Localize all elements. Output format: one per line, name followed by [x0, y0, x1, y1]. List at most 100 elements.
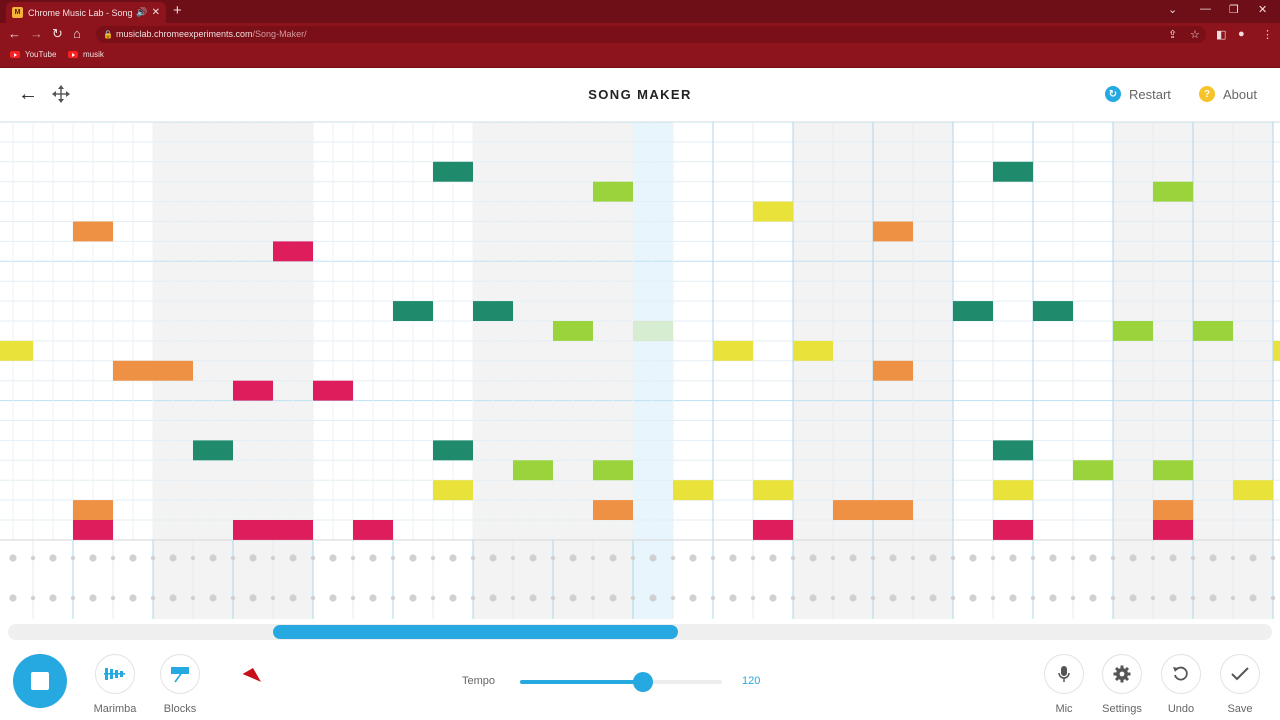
percussion-dot — [950, 555, 956, 561]
note-block — [233, 520, 273, 540]
bookmark-youtube[interactable]: YouTube — [10, 50, 56, 59]
percussion-dot — [230, 555, 236, 561]
percussion-dot — [609, 554, 617, 562]
percussion-dot — [70, 595, 76, 601]
note-block — [353, 520, 393, 540]
url-field[interactable]: 🔒 musiclab.chromeexperiments.com/Song-Ma… — [96, 26, 1206, 43]
percussion-dot — [910, 555, 916, 561]
note-block — [73, 221, 113, 242]
tempo-slider[interactable] — [520, 672, 722, 692]
bookmark-musik[interactable]: musik — [68, 50, 104, 59]
tempo-slider-knob[interactable] — [633, 672, 654, 692]
url-host: musiclab.chromeexperiments.com — [116, 29, 253, 39]
percussion-dot — [1190, 595, 1196, 601]
maximize-icon[interactable]: ❐ — [1229, 4, 1239, 16]
youtube-icon — [68, 51, 78, 58]
play-stop-button[interactable] — [13, 654, 67, 708]
percussion-dot — [1129, 594, 1137, 602]
note-block — [993, 480, 1033, 501]
percussion-dot — [649, 594, 657, 602]
percussion-dot — [550, 595, 556, 601]
percussion-circle — [160, 654, 200, 694]
note-block — [953, 301, 993, 321]
percussion-dot — [510, 555, 516, 561]
tempo-label: Tempo — [462, 675, 496, 687]
percussion-dot — [710, 595, 716, 601]
reload-icon[interactable]: ↻ — [52, 26, 63, 41]
percussion-dot — [990, 595, 996, 601]
restart-button[interactable]: ↻ Restart — [1105, 86, 1171, 102]
percussion-dot — [1270, 555, 1276, 561]
move-icon[interactable] — [52, 85, 70, 103]
percussion-dot — [529, 554, 537, 562]
percussion-button[interactable]: Blocks — [159, 654, 201, 715]
note-block — [793, 340, 833, 361]
percussion-dot — [430, 595, 436, 601]
note-block — [593, 500, 633, 520]
share-icon[interactable]: ⇪ — [1168, 29, 1178, 41]
note-block — [993, 161, 1033, 182]
note-grid[interactable] — [0, 122, 1280, 619]
star-icon[interactable]: ☆ — [1190, 29, 1200, 41]
note-block — [1153, 500, 1193, 520]
percussion-dot — [790, 595, 796, 601]
instrument-button[interactable]: Marimba — [94, 654, 136, 715]
address-bar-row: ← → ↻ ⌂ 🔒 musiclab.chromeexperiments.com… — [0, 23, 1280, 46]
side-panel-icon[interactable]: ◧ — [1216, 29, 1227, 41]
percussion-dot — [1110, 595, 1116, 601]
gear-icon — [1113, 665, 1131, 683]
tempo-slider-fill — [520, 680, 644, 684]
percussion-dot — [590, 555, 596, 561]
about-button[interactable]: ? About — [1199, 86, 1257, 102]
bottom-toolbar: Marimba Blocks Tempo 120 Mic — [0, 646, 1280, 720]
close-icon[interactable]: ✕ — [151, 7, 160, 18]
settings-button[interactable]: Settings — [1101, 654, 1143, 715]
note-block — [73, 500, 113, 520]
percussion-dot — [30, 555, 36, 561]
timeline-scrollbar[interactable] — [8, 624, 1272, 640]
percussion-dot — [470, 555, 476, 561]
note-block — [873, 500, 913, 520]
percussion-dot — [1249, 554, 1257, 562]
percussion-dot — [969, 554, 977, 562]
note-block — [193, 440, 233, 461]
percussion-dot — [209, 594, 217, 602]
timeline-scroll-thumb[interactable] — [273, 625, 678, 639]
percussion-dot — [390, 595, 396, 601]
percussion-dot — [1209, 594, 1217, 602]
question-icon: ? — [1199, 86, 1215, 102]
back-arrow-icon[interactable]: ← — [18, 83, 38, 105]
forward-icon[interactable]: → — [30, 26, 43, 41]
profile-avatar-icon[interactable]: ● — [1238, 28, 1245, 40]
percussion-dot — [830, 555, 836, 561]
percussion-dot — [430, 555, 436, 561]
window-close-icon[interactable]: ✕ — [1258, 4, 1268, 16]
percussion-dot — [630, 595, 636, 601]
home-icon[interactable]: ⌂ — [73, 26, 81, 41]
save-button[interactable]: Save — [1219, 654, 1261, 715]
mic-button[interactable]: Mic — [1043, 654, 1085, 715]
percussion-dot — [129, 594, 137, 602]
note-block — [1153, 181, 1193, 202]
percussion-dot — [409, 554, 417, 562]
percussion-dot — [409, 594, 417, 602]
percussion-dot — [1230, 595, 1236, 601]
menu-kebab-icon[interactable]: ⋮ — [1262, 29, 1273, 41]
speaker-icon[interactable]: 🔊 — [136, 7, 148, 17]
checkmark-icon — [1231, 667, 1249, 681]
mic-circle — [1044, 654, 1084, 694]
instrument-label: Marimba — [93, 703, 137, 715]
percussion-dot — [889, 594, 897, 602]
percussion-dot — [1049, 594, 1057, 602]
percussion-dot — [1030, 595, 1036, 601]
percussion-dot — [270, 555, 276, 561]
percussion-dot — [889, 554, 897, 562]
percussion-dot — [689, 554, 697, 562]
undo-button[interactable]: Undo — [1160, 654, 1202, 715]
minimize-icon[interactable]: — — [1200, 3, 1211, 15]
browser-tab[interactable]: M Chrome Music Lab - Song M 🔊 ✕ — [6, 2, 166, 23]
new-tab-icon[interactable]: + — [173, 2, 182, 19]
tab-search-icon[interactable]: ⌄ — [1168, 4, 1178, 16]
back-icon[interactable]: ← — [8, 26, 21, 41]
percussion-dot — [729, 594, 737, 602]
